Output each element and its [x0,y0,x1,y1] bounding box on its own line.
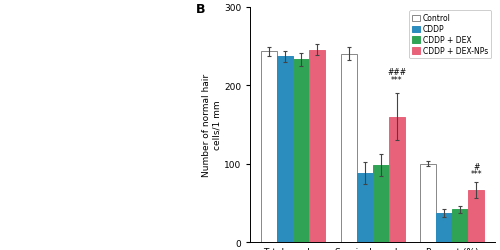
Y-axis label: Number of normal hair
cells/1 mm: Number of normal hair cells/1 mm [202,74,221,176]
Bar [388,117,404,242]
Text: ###: ### [387,68,406,76]
Text: #: # [473,162,480,171]
Bar [261,52,277,242]
Bar [436,214,452,242]
Text: A: A [8,12,17,25]
Bar [356,174,372,242]
Bar [452,210,468,242]
Bar [277,57,292,242]
Bar [340,54,356,242]
Bar [372,165,388,242]
Text: B: B [196,3,206,16]
Bar [308,50,324,242]
Bar [292,60,308,242]
Text: ***: *** [470,169,482,178]
Text: ***: *** [390,76,402,85]
Legend: Control, CDDP, CDDP + DEX, CDDP + DEX-NPs: Control, CDDP, CDDP + DEX, CDDP + DEX-NP… [409,11,491,59]
Bar [468,190,484,242]
Bar [420,164,436,242]
